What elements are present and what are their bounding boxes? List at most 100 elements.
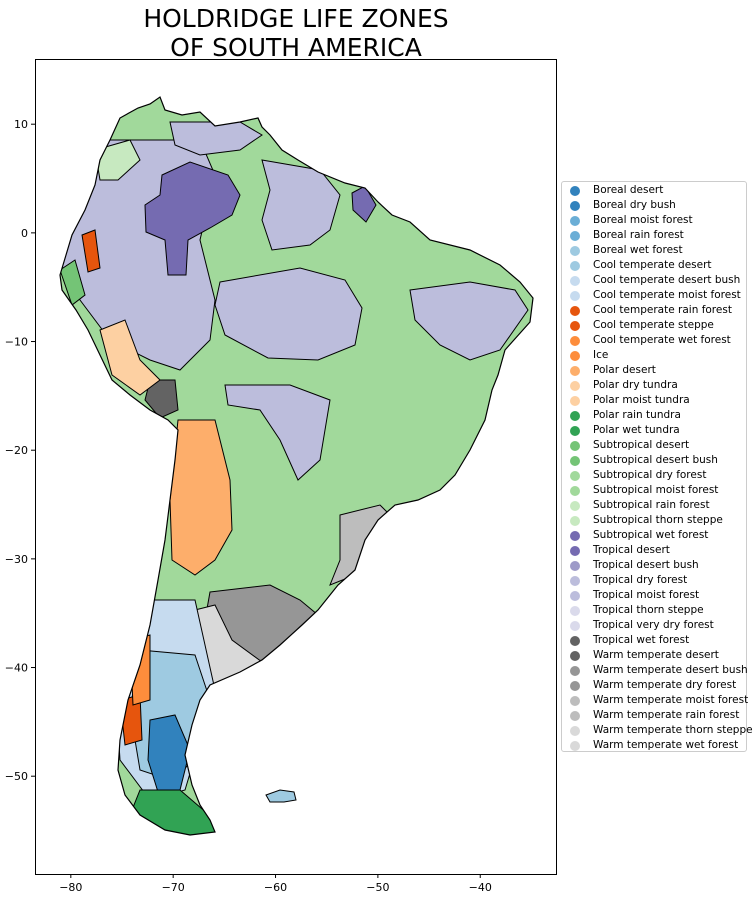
legend-label: Ice (593, 349, 609, 361)
legend-item: Cool temperate desert (570, 258, 746, 273)
legend-marker-icon (570, 515, 580, 526)
legend-marker-icon (570, 455, 580, 466)
legend-label: Polar dry tundra (593, 379, 678, 391)
legend-label: Cool temperate wet forest (593, 334, 731, 346)
legend-item: Cool temperate wet forest (570, 333, 746, 348)
legend-marker-icon (570, 395, 580, 406)
legend-item: Tropical dry forest (570, 573, 746, 588)
map-title: HOLDRIDGE LIFE ZONES OF SOUTH AMERICA (35, 4, 557, 62)
legend-label: Tropical desert bush (593, 559, 699, 571)
x-tick-label: −40 (469, 881, 492, 894)
legend-label: Cool temperate moist forest (593, 289, 741, 301)
legend-marker-icon (570, 740, 580, 751)
legend-item: Polar moist tundra (570, 393, 746, 408)
legend-label: Subtropical rain forest (593, 499, 710, 511)
legend-marker-icon (570, 680, 580, 691)
legend-label: Warm temperate dry forest (593, 679, 737, 691)
x-tick-label: −80 (59, 881, 82, 894)
legend-marker-icon (570, 185, 580, 196)
legend-item: Cool temperate moist forest (570, 288, 746, 303)
legend-marker-icon (570, 245, 580, 256)
legend-label: Polar rain tundra (593, 409, 681, 421)
legend-label: Warm temperate desert (593, 649, 719, 661)
legend-item: Warm temperate thorn steppe (570, 723, 753, 738)
legend-label: Tropical desert (593, 544, 670, 556)
map-title-line-2: OF SOUTH AMERICA (170, 33, 422, 62)
zone-tropical-wet-forest-andes (144, 379, 179, 419)
legend-marker-icon (570, 215, 580, 226)
zone-polar-desert-andes (169, 419, 233, 576)
legend-item: Warm temperate rain forest (570, 708, 746, 723)
legend-label: Tropical very dry forest (593, 619, 714, 631)
legend-item: Boreal moist forest (570, 213, 746, 228)
legend-marker-icon (570, 530, 580, 541)
zone-tropical-moist-forest-central (214, 267, 363, 361)
legend-marker-icon (570, 335, 580, 346)
zone-cool-temperate-rain-forest-ecuador (81, 229, 101, 273)
legend-marker-icon (570, 200, 580, 211)
legend-marker-icon (570, 650, 580, 661)
legend-item: Tropical very dry forest (570, 618, 746, 633)
zone-tropical-moist-forest-guiana (261, 159, 341, 251)
legend-marker-icon (570, 275, 580, 286)
legend-label: Boreal wet forest (593, 244, 683, 256)
legend-item: Cool temperate steppe (570, 318, 746, 333)
y-tick-label: −40 (5, 662, 28, 675)
legend-label: Warm temperate wet forest (593, 739, 739, 751)
x-tick-label: −70 (162, 881, 185, 894)
legend-item: Boreal dry bush (570, 198, 746, 213)
legend-item: Warm temperate dry forest (570, 678, 746, 693)
legend-item: Warm temperate moist forest (570, 693, 748, 708)
legend-item: Subtropical desert (570, 438, 746, 453)
legend-label: Polar wet tundra (593, 424, 680, 436)
legend-label: Cool temperate desert bush (593, 274, 741, 286)
x-axis: −80 −70 −60 −50 −40 (59, 874, 492, 894)
legend-item: Warm temperate desert (570, 648, 746, 663)
y-tick-label: −50 (5, 770, 28, 783)
legend-label: Subtropical moist forest (593, 484, 719, 496)
y-tick-label: −30 (5, 553, 28, 566)
y-tick-label: −10 (5, 336, 28, 349)
legend-label: Warm temperate desert bush (593, 664, 748, 676)
legend-marker-icon (570, 350, 580, 361)
legend-item: Boreal wet forest (570, 243, 746, 258)
legend-item: Tropical desert (570, 543, 746, 558)
legend-item: Subtropical dry forest (570, 468, 746, 483)
legend-item: Polar wet tundra (570, 423, 746, 438)
legend-marker-icon (570, 545, 580, 556)
legend-item: Polar dry tundra (570, 378, 746, 393)
legend-item: Tropical wet forest (570, 633, 746, 648)
legend-label: Subtropical thorn steppe (593, 514, 723, 526)
legend-marker-icon (570, 590, 580, 601)
legend-marker-icon (570, 365, 580, 376)
legend-label: Warm temperate thorn steppe (593, 724, 753, 736)
legend-item: Boreal rain forest (570, 228, 746, 243)
legend-marker-icon (570, 560, 580, 571)
legend-item: Warm temperate desert bush (570, 663, 748, 678)
y-tick-label: −20 (5, 444, 28, 457)
legend-label: Subtropical wet forest (593, 529, 709, 541)
x-tick-label: −50 (366, 881, 389, 894)
y-tick-label: 0 (21, 227, 28, 240)
legend-item: Warm temperate wet forest (570, 738, 746, 753)
legend-label: Cool temperate rain forest (593, 304, 732, 316)
legend-item: Cool temperate rain forest (570, 303, 746, 318)
legend-item: Tropical desert bush (570, 558, 746, 573)
legend-marker-icon (570, 710, 580, 721)
legend-marker-icon (570, 470, 580, 481)
zone-cool-temperate-desert (99, 319, 161, 396)
legend-marker-icon (570, 230, 580, 241)
legend-marker-icon (570, 440, 580, 451)
zone-tropical-moist-forest-east (409, 281, 529, 361)
legend-label: Polar desert (593, 364, 656, 376)
legend-item: Subtropical rain forest (570, 498, 746, 513)
legend-marker-icon (570, 485, 580, 496)
legend-label: Boreal dry bush (593, 199, 676, 211)
legend-marker-icon (570, 635, 580, 646)
zone-tropical-moist-forest-south (224, 384, 331, 481)
legend-item: Subtropical moist forest (570, 483, 746, 498)
legend-label: Tropical thorn steppe (593, 604, 704, 616)
legend-marker-icon (570, 620, 580, 631)
legend: Boreal desert Boreal dry bush Boreal moist… (561, 181, 753, 753)
